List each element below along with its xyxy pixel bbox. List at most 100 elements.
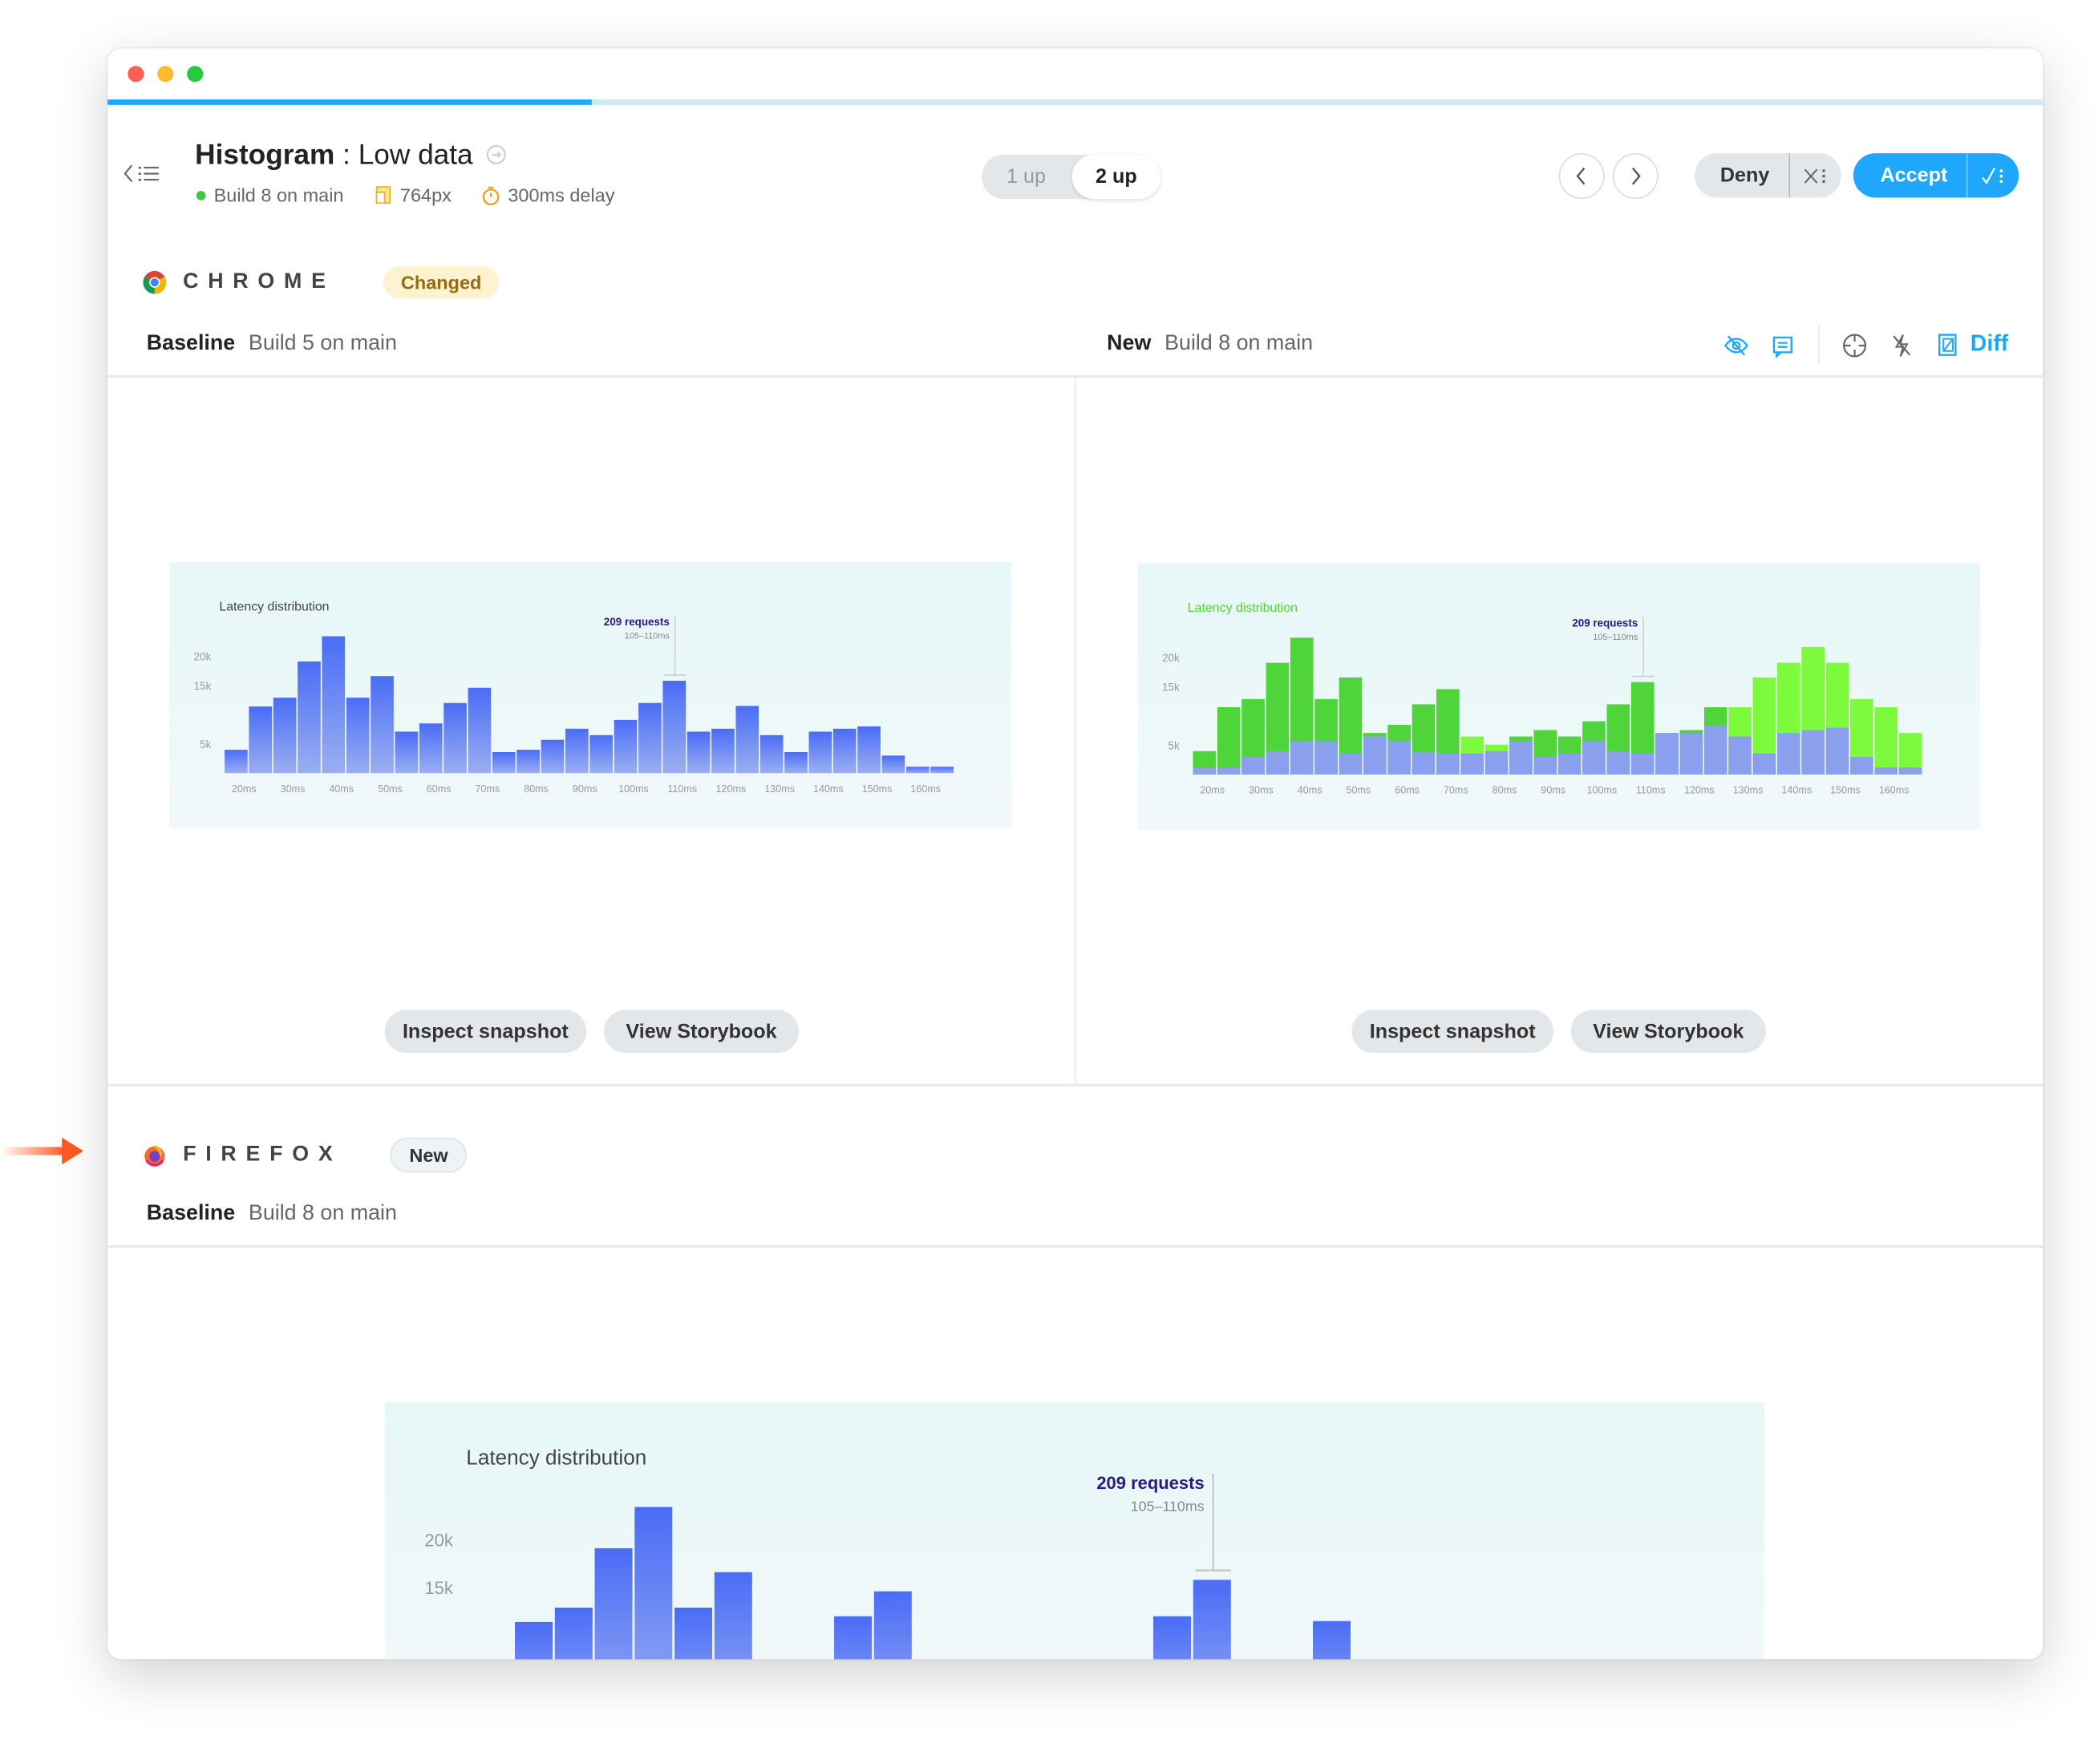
new-snapshot-diff[interactable]: Latency distribution 20k 15k 5k 20ms 30ms 40ms… bbox=[1137, 563, 1980, 830]
chevron-right-icon bbox=[1631, 167, 1641, 185]
latency-histogram-firefox: Latency distribution 20k 15k 209 requests 10… bbox=[424, 1446, 1351, 1660]
deny-options-button[interactable] bbox=[1788, 153, 1841, 198]
back-to-list-icon[interactable] bbox=[123, 163, 166, 184]
annotation-subtitle: 105–110ms bbox=[1131, 1498, 1205, 1514]
annotation-title: 209 requests bbox=[1096, 1473, 1204, 1493]
histogram-bar bbox=[1752, 753, 1776, 775]
view-storybook-button-new[interactable]: View Storybook bbox=[1570, 1009, 1766, 1054]
accept-batch-icon bbox=[1982, 167, 2003, 184]
y-tick-label: 5k bbox=[1168, 740, 1180, 752]
accept-options-button[interactable] bbox=[1966, 153, 2019, 198]
histogram-bar bbox=[834, 1616, 873, 1660]
new-label: New bbox=[1107, 332, 1152, 355]
histogram-bar bbox=[674, 1608, 713, 1660]
crosshair-icon[interactable] bbox=[1841, 332, 1869, 359]
histogram-bar bbox=[395, 731, 419, 774]
diff-bar bbox=[1217, 707, 1241, 775]
histogram-bar bbox=[371, 676, 394, 774]
title-separator: : bbox=[334, 140, 358, 171]
deny-button-group: Deny bbox=[1695, 153, 1841, 198]
x-tick-label: 20ms bbox=[1200, 784, 1225, 795]
histogram-bar bbox=[249, 706, 273, 774]
inspect-snapshot-button-new[interactable]: Inspect snapshot bbox=[1351, 1009, 1553, 1054]
x-tick-label: 30ms bbox=[1249, 784, 1274, 795]
histogram-bar bbox=[443, 702, 467, 774]
histogram-bar bbox=[515, 1621, 553, 1660]
x-tick-label: 50ms bbox=[1347, 784, 1371, 795]
histogram-bar bbox=[614, 719, 638, 774]
view-1up-option[interactable]: 1 up bbox=[1006, 165, 1047, 188]
histogram-bar bbox=[662, 681, 687, 774]
y-tick-label: 5k bbox=[200, 738, 211, 751]
previous-button[interactable] bbox=[1558, 153, 1605, 200]
delay-label: 300ms delay bbox=[508, 184, 615, 206]
build-status-dot-icon bbox=[196, 190, 206, 200]
deny-batch-icon bbox=[1804, 168, 1825, 183]
progress-fill bbox=[107, 99, 592, 105]
zoom-window-button[interactable] bbox=[187, 66, 204, 83]
histogram-bar bbox=[516, 750, 540, 774]
x-tick-label: 70ms bbox=[1444, 784, 1468, 795]
hide-eye-icon[interactable] bbox=[1723, 332, 1750, 359]
histogram-bar bbox=[1509, 741, 1533, 775]
chart-title: Latency distribution bbox=[466, 1446, 646, 1470]
histogram-bar bbox=[857, 726, 881, 774]
histogram-bar bbox=[832, 728, 857, 774]
next-button[interactable] bbox=[1612, 153, 1659, 200]
histogram-bar bbox=[492, 752, 516, 774]
histogram-bar bbox=[1801, 730, 1825, 775]
latency-histogram-baseline: Latency distribution 20k 15k 5k 20ms 30ms 40ms… bbox=[194, 600, 954, 795]
diff-icon[interactable] bbox=[1935, 332, 1962, 359]
annotation-title: 209 requests bbox=[604, 616, 670, 628]
progress-bar bbox=[107, 99, 2043, 105]
x-tick-label: 130ms bbox=[764, 783, 795, 795]
x-tick-label: 80ms bbox=[1492, 784, 1517, 795]
x-tick-label: 150ms bbox=[1830, 784, 1861, 795]
deny-button[interactable]: Deny bbox=[1719, 164, 1770, 188]
annotation-title: 209 requests bbox=[1572, 617, 1638, 629]
histogram-bar bbox=[1266, 751, 1290, 775]
histogram-bar bbox=[759, 734, 784, 774]
view-storybook-button-baseline[interactable]: View Storybook bbox=[603, 1009, 800, 1054]
divider bbox=[107, 1083, 2043, 1087]
strobe-off-icon[interactable] bbox=[1889, 332, 1916, 359]
x-tick-label: 140ms bbox=[1781, 784, 1812, 795]
histogram-bar bbox=[589, 734, 614, 774]
histogram-bar bbox=[346, 698, 370, 774]
histogram-bar bbox=[930, 767, 954, 774]
go-to-story-icon[interactable] bbox=[486, 144, 508, 165]
view-2up-option[interactable]: 2 up bbox=[1071, 154, 1161, 200]
histogram-bar bbox=[554, 1608, 593, 1660]
histogram-bar bbox=[687, 731, 711, 774]
histogram-bar bbox=[1898, 767, 1922, 775]
diff-bar bbox=[1874, 707, 1898, 775]
histogram-bar bbox=[711, 728, 735, 774]
pointer-arrow-icon bbox=[0, 1137, 83, 1165]
histogram-bar bbox=[1241, 757, 1265, 775]
latency-histogram-new-diff: Latency distribution 20k 15k 5k 20ms 30ms 40ms… bbox=[1162, 601, 1922, 795]
firefox-baseline-snapshot[interactable]: Latency distribution 20k 15k 209 requests 10… bbox=[384, 1402, 1765, 1660]
histogram-bar bbox=[1728, 736, 1752, 775]
comments-icon[interactable] bbox=[1770, 332, 1797, 359]
histogram-bar bbox=[1290, 741, 1314, 775]
firefox-logo-icon bbox=[144, 1145, 165, 1167]
snapshot-meta: Build 8 on main 764px 300ms delay bbox=[196, 184, 615, 206]
histogram-bar bbox=[225, 750, 248, 774]
minimize-window-button[interactable] bbox=[157, 66, 174, 83]
histogram-bar bbox=[1436, 753, 1460, 775]
y-tick-label: 15k bbox=[1162, 682, 1180, 694]
histogram-bar bbox=[1314, 741, 1338, 775]
close-window-button[interactable] bbox=[128, 66, 144, 83]
histogram-bar bbox=[1193, 767, 1217, 775]
baseline-caption: Baseline Build 5 on main bbox=[147, 332, 397, 356]
new-caption: New Build 8 on main bbox=[1107, 332, 1313, 356]
accept-button[interactable]: Accept bbox=[1880, 164, 1948, 188]
histogram-bar bbox=[784, 752, 808, 774]
chevron-left-icon bbox=[1576, 167, 1586, 185]
status-badge: New bbox=[390, 1137, 468, 1173]
y-tick-label: 20k bbox=[1162, 652, 1180, 664]
diff-toggle[interactable]: Diff bbox=[1970, 330, 2009, 357]
inspect-snapshot-button-baseline[interactable]: Inspect snapshot bbox=[384, 1009, 587, 1054]
baseline-snapshot[interactable]: Latency distribution 20k 15k 5k 20ms 30ms 40ms… bbox=[169, 561, 1012, 829]
x-tick-label: 40ms bbox=[1298, 784, 1322, 795]
